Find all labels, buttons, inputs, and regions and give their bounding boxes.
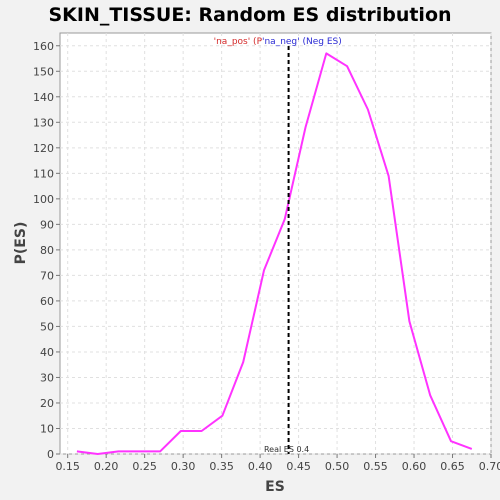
x-tick-label: 0.50 <box>325 460 350 473</box>
legend-pos-label: 'na_pos' (P <box>214 37 263 47</box>
y-tick-label: 50 <box>40 320 54 333</box>
y-tick-label: 60 <box>40 295 54 308</box>
x-tick-label: 0.70 <box>479 460 500 473</box>
y-tick-label: 20 <box>40 397 54 410</box>
y-tick-label: 0 <box>47 448 54 461</box>
axis-ticks: 0 10 20 30 40 50 60 70 80 90 100 110 120 130 140 150 160… <box>33 40 500 473</box>
y-tick-label: 10 <box>40 422 54 435</box>
y-tick-label: 110 <box>33 167 54 180</box>
y-tick-label: 130 <box>33 116 54 129</box>
x-tick-label: 0.35 <box>209 460 234 473</box>
x-axis-label: ES <box>265 479 285 495</box>
y-tick-label: 40 <box>40 346 54 359</box>
x-tick-label: 0.15 <box>55 460 80 473</box>
x-tick-label: 0.55 <box>363 460 388 473</box>
x-tick-label: 0.30 <box>171 460 196 473</box>
real-es-marker-label: Real ES 0.4 <box>264 445 309 454</box>
legend-neg-label: 'na_neg' (Neg ES) <box>262 37 342 47</box>
y-tick-label: 70 <box>40 269 54 282</box>
y-tick-label: 30 <box>40 371 54 384</box>
x-tick-label: 0.45 <box>286 460 311 473</box>
x-tick-label: 0.40 <box>248 460 273 473</box>
x-tick-label: 0.65 <box>440 460 465 473</box>
es-distribution-line <box>76 52 473 455</box>
x-tick-label: 0.20 <box>94 460 119 473</box>
y-tick-label: 120 <box>33 142 54 155</box>
y-tick-label: 80 <box>40 244 54 257</box>
x-tick-label: 0.25 <box>132 460 157 473</box>
y-tick-label: 140 <box>33 91 54 104</box>
grid <box>60 33 492 455</box>
chart-title: SKIN_TISSUE: Random ES distribution <box>48 4 451 26</box>
y-axis-label: P(ES) <box>13 222 29 265</box>
y-tick-label: 90 <box>40 218 54 231</box>
y-tick-label: 100 <box>33 193 54 206</box>
x-tick-label: 0.60 <box>402 460 427 473</box>
y-tick-label: 160 <box>33 40 54 53</box>
y-tick-label: 150 <box>33 65 54 78</box>
